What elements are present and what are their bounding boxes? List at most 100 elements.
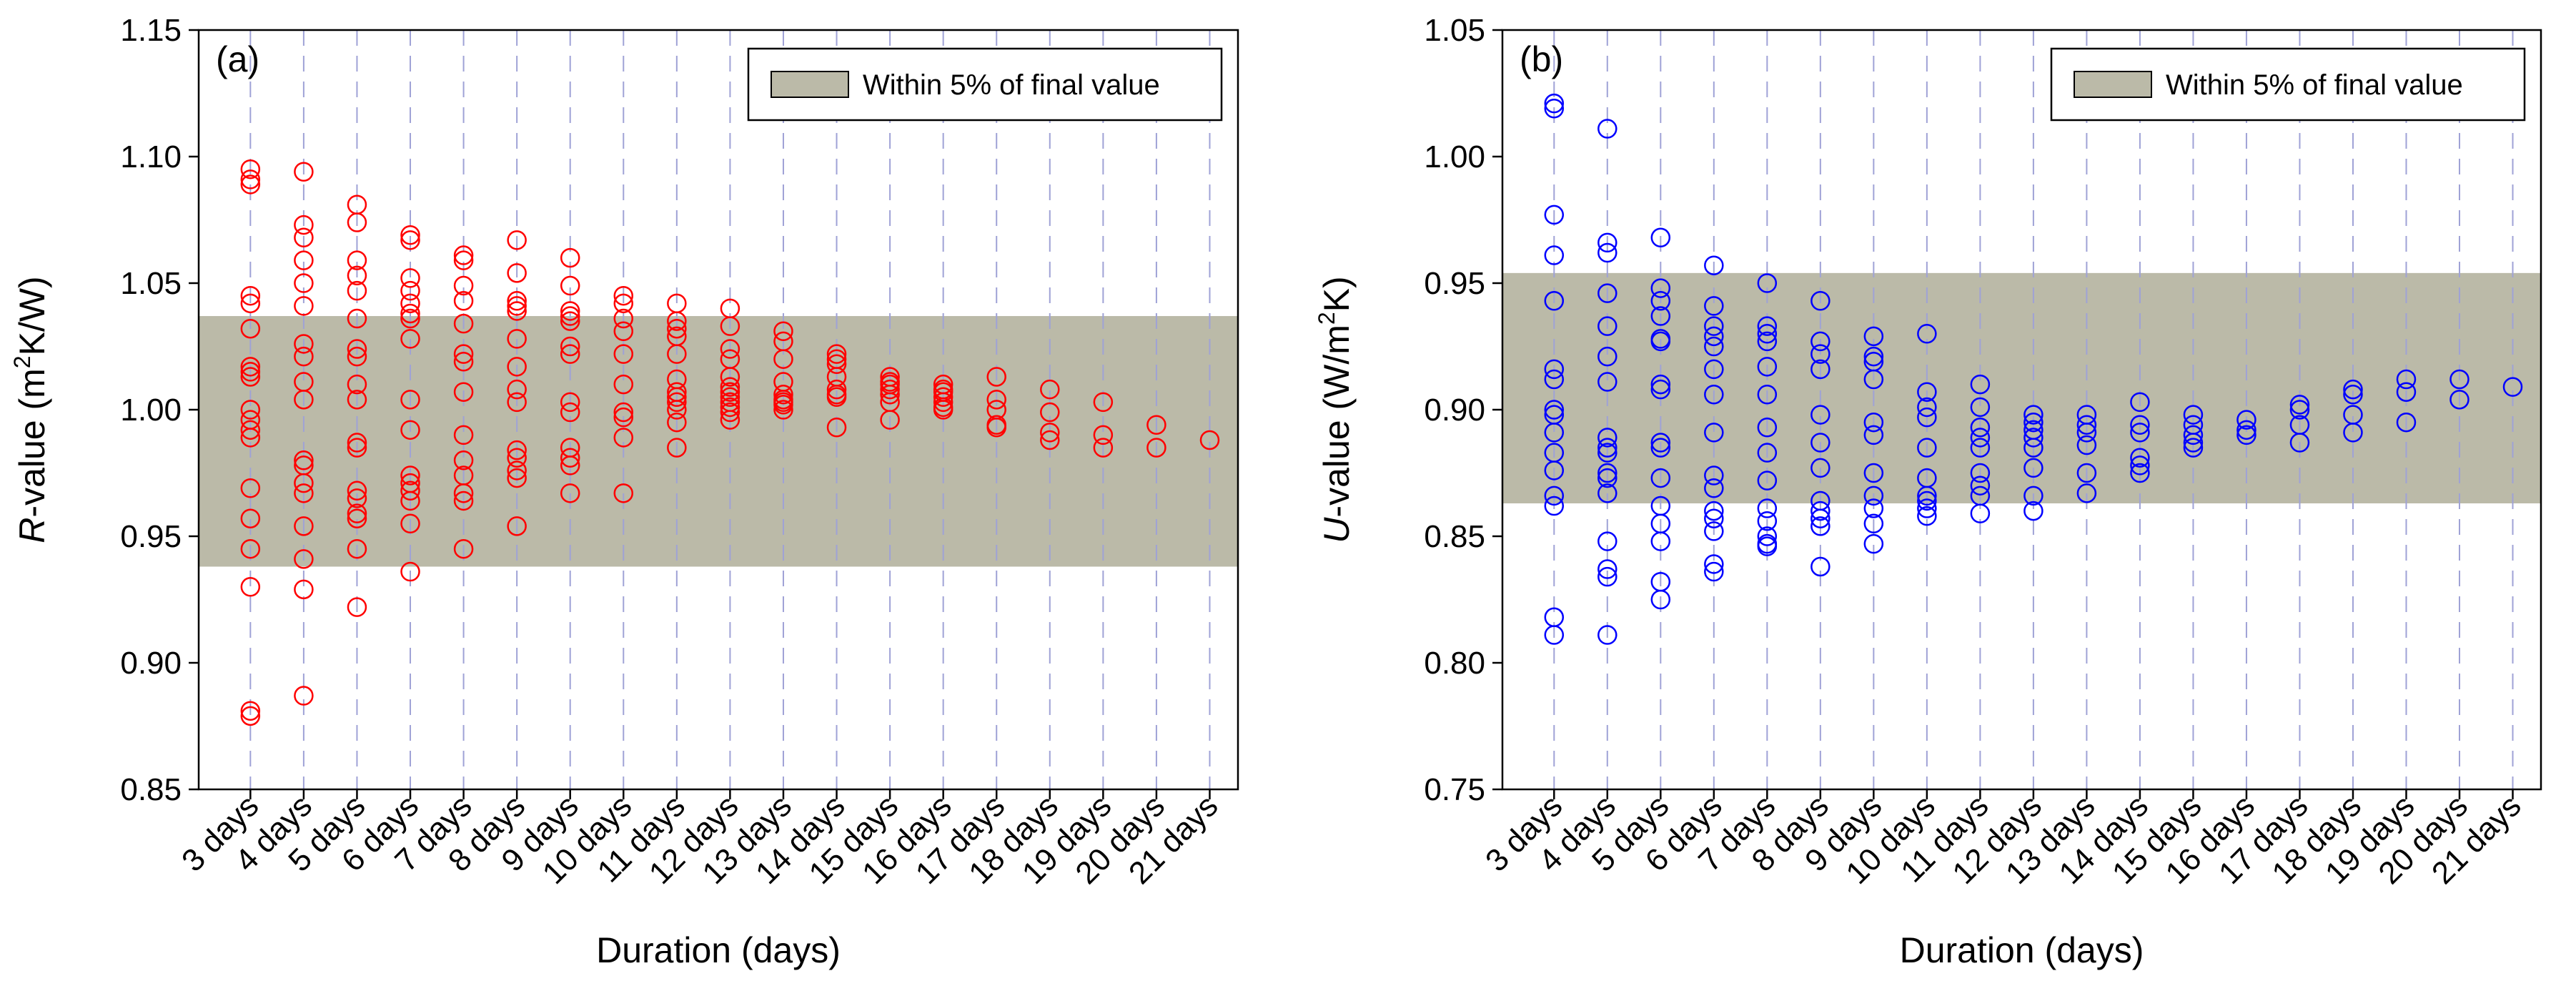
- y-tick-label: 1.10: [120, 139, 182, 174]
- data-point: [1597, 559, 1618, 579]
- data-point: [240, 362, 261, 382]
- data-point: [347, 280, 367, 301]
- data-point: [2396, 382, 2417, 402]
- data-point: [1597, 625, 1618, 645]
- data-point: [2289, 400, 2310, 420]
- data-point: [1597, 438, 1618, 458]
- data-point: [826, 344, 847, 364]
- data-point: [1650, 227, 1671, 248]
- data-point: [240, 420, 261, 440]
- data-point: [667, 400, 687, 420]
- data-point: [2183, 433, 2204, 453]
- data-point: [1757, 526, 1778, 546]
- data-point: [773, 385, 793, 405]
- data-point: [1650, 433, 1671, 453]
- data-point: [1810, 556, 1831, 577]
- data-point: [2502, 377, 2523, 397]
- data-point: [294, 473, 314, 493]
- data-point: [613, 293, 634, 314]
- data-point: [560, 336, 580, 357]
- data-point: [1810, 508, 1831, 528]
- data-point: [2023, 428, 2044, 448]
- data-point: [1757, 385, 1778, 405]
- data-point: [1917, 498, 1937, 518]
- data-point: [453, 382, 474, 402]
- data-point: [400, 465, 420, 485]
- data-point: [294, 450, 314, 470]
- data-point: [1757, 273, 1778, 293]
- data-point: [720, 382, 740, 402]
- data-point: [1810, 501, 1831, 521]
- data-point: [1863, 533, 1884, 554]
- panel-a-y-axis-title-sup: 2: [9, 355, 35, 368]
- data-point: [1040, 379, 1060, 400]
- data-point: [560, 455, 580, 475]
- data-point: [507, 291, 527, 311]
- data-point: [507, 468, 527, 488]
- y-tick-label: 0.95: [1424, 266, 1485, 301]
- data-point: [1544, 245, 1565, 265]
- data-point: [1704, 508, 1724, 528]
- data-point: [347, 538, 367, 559]
- data-point: [880, 385, 900, 405]
- data-point: [613, 407, 634, 428]
- data-point: [720, 402, 740, 423]
- data-point: [2023, 485, 2044, 506]
- data-point: [560, 247, 580, 268]
- data-point: [1093, 425, 1114, 445]
- data-point: [294, 686, 314, 706]
- data-point: [2449, 369, 2470, 390]
- data-point: [2076, 435, 2097, 455]
- data-point: [294, 162, 314, 182]
- data-point: [400, 490, 420, 511]
- y-tick-label: 1.15: [120, 13, 182, 48]
- data-point: [400, 225, 420, 245]
- data-point: [294, 549, 314, 569]
- data-point: [560, 344, 580, 364]
- data-point: [1704, 336, 1724, 357]
- panel-a-legend-swatch: [771, 71, 849, 98]
- data-point: [347, 503, 367, 523]
- data-point: [1544, 423, 1565, 443]
- data-point: [2023, 501, 2044, 521]
- y-tick-label: 0.95: [120, 519, 182, 554]
- data-point: [1544, 460, 1565, 480]
- data-point: [400, 420, 420, 440]
- data-point: [1146, 438, 1166, 458]
- data-point: [507, 301, 527, 321]
- data-point: [347, 433, 367, 453]
- data-point: [1970, 418, 1991, 438]
- data-point: [507, 448, 527, 468]
- data-point: [347, 438, 367, 458]
- panel-b-markers: [1544, 93, 2523, 645]
- data-point: [1757, 418, 1778, 438]
- data-point: [1917, 382, 1937, 402]
- data-point: [240, 357, 261, 377]
- data-point: [1597, 242, 1618, 263]
- data-point: [1810, 516, 1831, 536]
- data-point: [667, 412, 687, 433]
- data-point: [240, 159, 261, 179]
- data-point: [2130, 423, 2150, 443]
- data-point: [347, 390, 367, 410]
- data-point: [1597, 232, 1618, 253]
- data-point: [1970, 503, 1991, 523]
- data-point: [1970, 438, 1991, 458]
- data-point: [2130, 415, 2150, 435]
- data-point: [613, 308, 634, 329]
- panel-a-label: (a): [216, 39, 259, 79]
- data-point: [453, 250, 474, 270]
- data-point: [560, 306, 580, 326]
- data-point: [453, 291, 474, 311]
- data-point: [1650, 374, 1671, 395]
- data-point: [1597, 316, 1618, 336]
- y-tick-label: 0.85: [120, 772, 182, 807]
- data-point: [933, 392, 953, 413]
- data-point: [294, 273, 314, 293]
- data-point: [347, 374, 367, 395]
- data-point: [400, 303, 420, 324]
- data-point: [1597, 468, 1618, 488]
- data-point: [294, 296, 314, 316]
- data-point: [613, 402, 634, 423]
- data-point: [1199, 430, 1220, 450]
